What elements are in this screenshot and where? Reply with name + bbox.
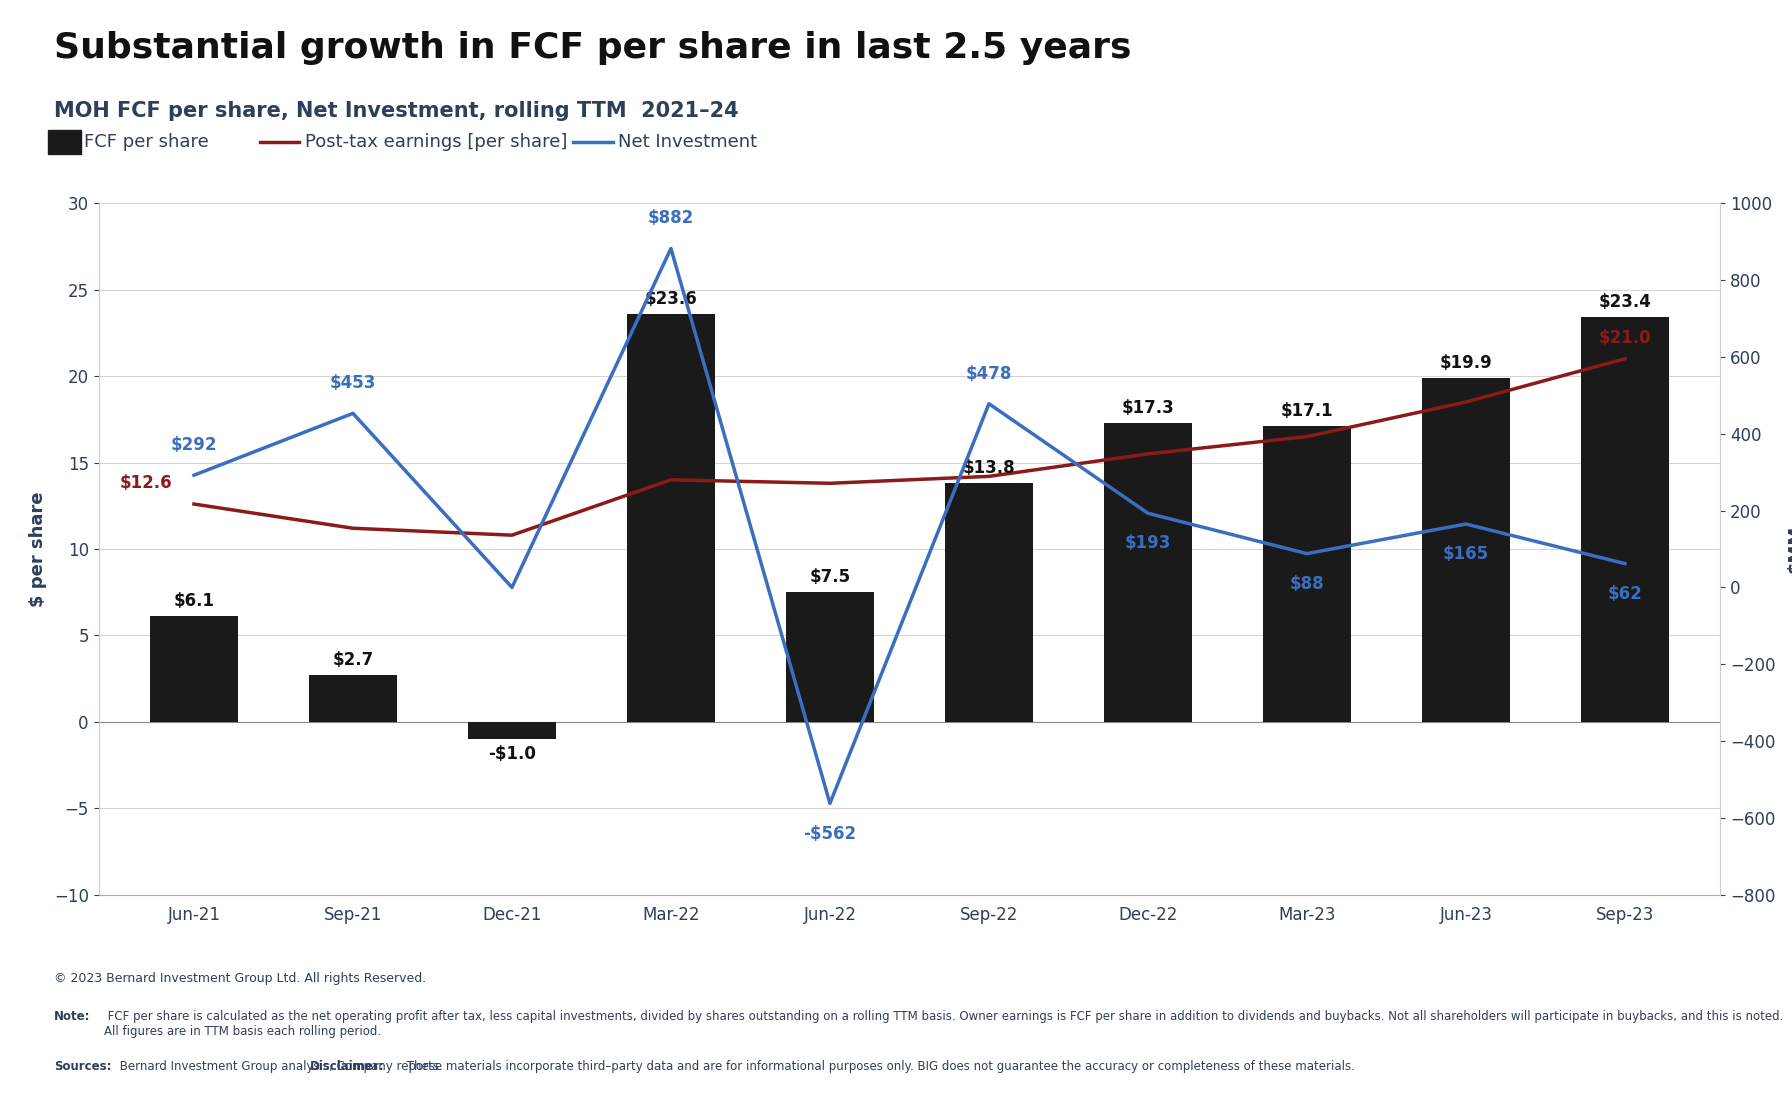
Bar — [1423, 378, 1509, 722]
Text: $23.4: $23.4 — [1598, 293, 1652, 311]
Text: FCF per share is calculated as the net operating profit after tax, less capital : FCF per share is calculated as the net o… — [104, 1010, 1783, 1039]
Text: $19.9: $19.9 — [1439, 354, 1493, 372]
Y-axis label: $MM: $MM — [1787, 525, 1792, 573]
Text: $12.6: $12.6 — [120, 474, 172, 492]
Text: $292: $292 — [170, 436, 217, 455]
Text: $21.0: $21.0 — [1598, 328, 1650, 347]
Text: Note:: Note: — [54, 1010, 90, 1023]
Text: $62: $62 — [1607, 585, 1641, 603]
Bar — [310, 675, 396, 722]
Y-axis label: $ per share: $ per share — [29, 491, 47, 607]
Text: $478: $478 — [966, 365, 1012, 382]
Text: MOH FCF per share, Net Investment, rolling TTM  2021–24: MOH FCF per share, Net Investment, rolli… — [54, 101, 738, 121]
Text: Sources:: Sources: — [54, 1060, 111, 1073]
Text: $17.1: $17.1 — [1281, 402, 1333, 421]
Text: -$1.0: -$1.0 — [487, 746, 536, 763]
Bar — [151, 616, 238, 722]
Text: FCF per share: FCF per share — [84, 133, 210, 150]
Text: Disclaimer:: Disclaimer: — [310, 1060, 385, 1073]
Text: $165: $165 — [1443, 546, 1489, 563]
Bar — [1104, 423, 1192, 722]
Text: $6.1: $6.1 — [174, 593, 215, 610]
Text: $453: $453 — [330, 374, 376, 392]
Text: $13.8: $13.8 — [962, 459, 1016, 478]
Text: Substantial growth in FCF per share in last 2.5 years: Substantial growth in FCF per share in l… — [54, 31, 1131, 65]
Text: Bernard Investment Group analysis, Company reports.: Bernard Investment Group analysis, Compa… — [116, 1060, 446, 1073]
Text: $17.3: $17.3 — [1122, 399, 1174, 417]
Text: Net Investment: Net Investment — [618, 133, 758, 150]
Text: $23.6: $23.6 — [645, 290, 697, 307]
Text: $88: $88 — [1290, 574, 1324, 593]
Text: Post-tax earnings [per share]: Post-tax earnings [per share] — [305, 133, 566, 150]
Bar — [1263, 426, 1351, 722]
Text: These materials incorporate third–party data and are for informational purposes : These materials incorporate third–party … — [403, 1060, 1355, 1073]
Text: © 2023 Bernard Investment Group Ltd. All rights Reserved.: © 2023 Bernard Investment Group Ltd. All… — [54, 972, 426, 985]
Text: $193: $193 — [1125, 535, 1172, 552]
Text: -$562: -$562 — [803, 825, 857, 842]
Bar — [944, 483, 1032, 722]
Bar — [1581, 317, 1668, 722]
Text: $2.7: $2.7 — [332, 651, 373, 669]
Text: $882: $882 — [649, 210, 694, 227]
Bar — [787, 592, 874, 722]
Bar — [468, 722, 556, 739]
Text: $7.5: $7.5 — [810, 568, 851, 586]
Bar — [627, 314, 715, 722]
